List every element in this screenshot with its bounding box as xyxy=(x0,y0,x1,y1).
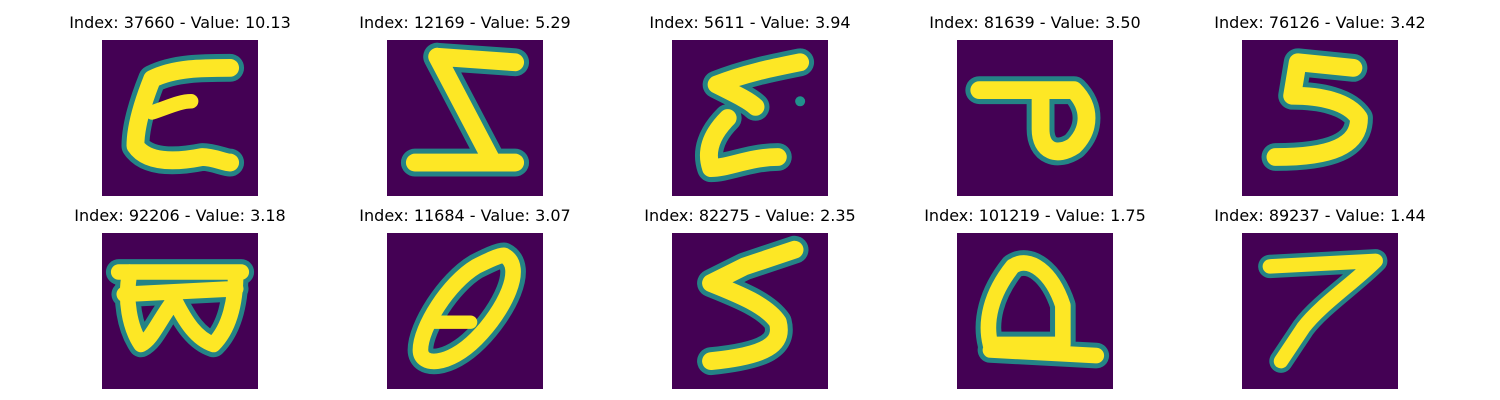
digit-panel-4: Index: 81639 - Value: 3.50 xyxy=(915,12,1155,197)
panel-title: Index: 82275 - Value: 2.35 xyxy=(644,206,856,225)
panel-title: Index: 11684 - Value: 3.07 xyxy=(359,206,571,225)
digit-image xyxy=(1242,233,1398,389)
digit-panel-9: Index: 101219 - Value: 1.75 xyxy=(915,205,1155,390)
digit-panel-6: Index: 92206 - Value: 3.18 xyxy=(60,205,300,390)
panel-title: Index: 12169 - Value: 5.29 xyxy=(359,13,571,32)
panel-title: Index: 101219 - Value: 1.75 xyxy=(924,206,1146,225)
digit-glyph-w-boxed xyxy=(105,259,255,358)
digit-glyph-5 xyxy=(697,235,809,376)
digit-glyph-c xyxy=(121,53,245,177)
digit-image xyxy=(102,40,258,196)
digit-panel-10: Index: 89237 - Value: 1.44 xyxy=(1200,205,1440,390)
panel-title: Index: 92206 - Value: 3.18 xyxy=(74,206,286,225)
digit-glyph-0-slash xyxy=(407,242,526,375)
panel-title: Index: 81639 - Value: 3.50 xyxy=(929,13,1141,32)
panel-title: Index: 76126 - Value: 3.42 xyxy=(1214,13,1426,32)
digit-image xyxy=(672,233,828,389)
digit-image xyxy=(672,40,828,196)
digit-panel-7: Index: 11684 - Value: 3.07 xyxy=(345,205,585,390)
digit-panel-1: Index: 37660 - Value: 10.13 xyxy=(60,12,300,197)
panel-title: Index: 37660 - Value: 10.13 xyxy=(69,13,291,32)
panel-title: Index: 5611 - Value: 3.94 xyxy=(649,13,851,32)
digit-glyph-5 xyxy=(1261,48,1373,171)
digit-image xyxy=(1242,40,1398,196)
digit-image xyxy=(387,40,543,196)
digit-glyph-z xyxy=(400,42,530,177)
digit-glyph-q xyxy=(975,250,1110,369)
digit-glyph-7 xyxy=(1258,249,1388,373)
digit-panel-5: Index: 76126 - Value: 3.42 xyxy=(1200,12,1440,197)
digit-panel-2: Index: 12169 - Value: 5.29 xyxy=(345,12,585,197)
digit-glyph-p xyxy=(965,76,1101,166)
digit-image xyxy=(387,233,543,389)
digit-image xyxy=(102,233,258,389)
digit-panel-3: Index: 5611 - Value: 3.94 xyxy=(630,12,870,197)
digit-image xyxy=(957,40,1113,196)
digit-panel-8: Index: 82275 - Value: 2.35 xyxy=(630,205,870,390)
digit-image xyxy=(957,233,1113,389)
digit-glyph-z-curl xyxy=(695,48,815,183)
panel-title: Index: 89237 - Value: 1.44 xyxy=(1214,206,1426,225)
